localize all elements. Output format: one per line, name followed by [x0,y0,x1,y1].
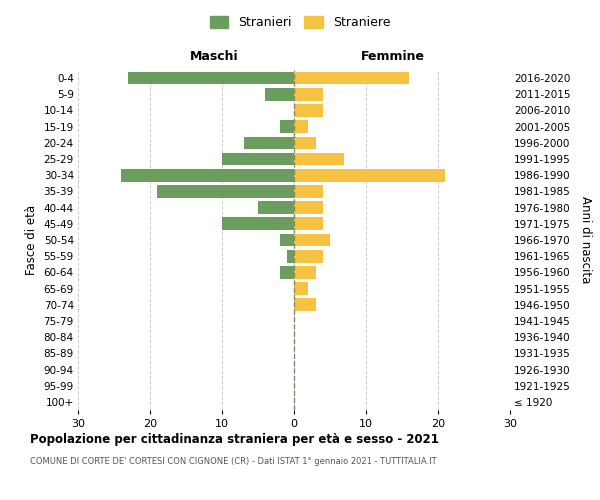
Bar [294,152,344,166]
Bar [294,218,323,230]
Text: Maschi: Maschi [190,50,238,63]
Bar [294,72,409,85]
Bar [294,250,323,262]
Bar [294,120,308,133]
Bar [244,136,294,149]
Bar [294,202,323,214]
Bar [294,185,323,198]
Bar [294,234,330,246]
Bar [294,282,308,295]
Bar [287,250,294,262]
Y-axis label: Fasce di età: Fasce di età [25,205,38,275]
Y-axis label: Anni di nascita: Anni di nascita [579,196,592,284]
Bar [222,152,294,166]
Bar [121,169,294,181]
Bar [280,266,294,278]
Bar [258,202,294,214]
Bar [280,234,294,246]
Bar [222,218,294,230]
Bar [294,88,323,101]
Bar [294,104,323,117]
Bar [280,120,294,133]
Bar [128,72,294,85]
Text: COMUNE DI CORTE DE' CORTESI CON CIGNONE (CR) - Dati ISTAT 1° gennaio 2021 - TUTT: COMUNE DI CORTE DE' CORTESI CON CIGNONE … [30,457,437,466]
Bar [294,298,316,311]
Text: Popolazione per cittadinanza straniera per età e sesso - 2021: Popolazione per cittadinanza straniera p… [30,432,439,446]
Bar [294,266,316,278]
Bar [294,169,445,181]
Text: Femmine: Femmine [361,50,425,63]
Bar [294,136,316,149]
Legend: Stranieri, Straniere: Stranieri, Straniere [205,11,395,34]
Bar [157,185,294,198]
Bar [265,88,294,101]
